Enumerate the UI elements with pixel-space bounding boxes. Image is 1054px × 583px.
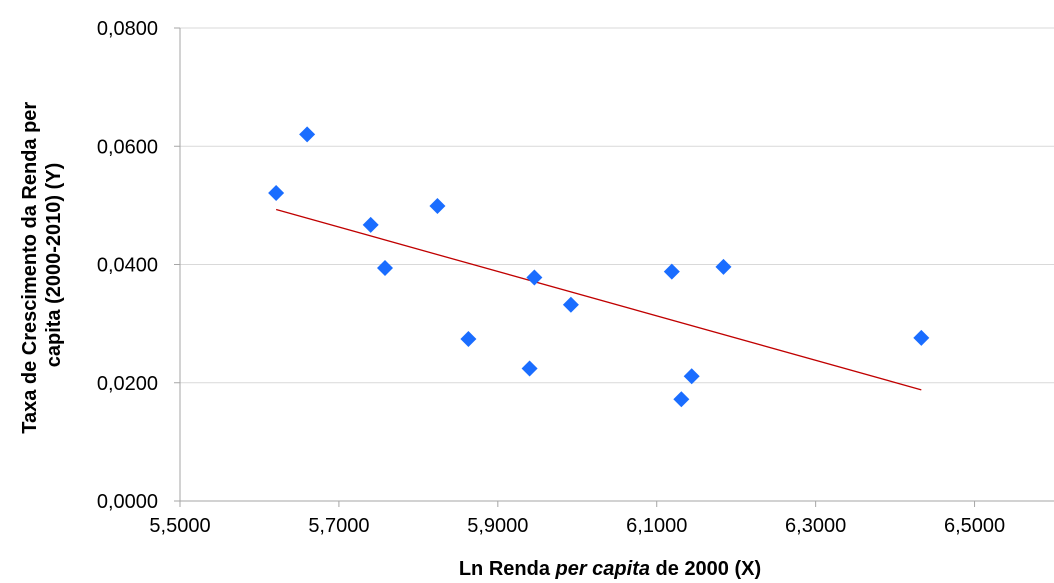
- y-axis-title: Taxa de Crescimento da Renda per capita …: [19, 96, 65, 434]
- x-axis-title-part-0: Ln Renda: [459, 558, 556, 580]
- data-point-11: [683, 368, 700, 385]
- data-point-2: [362, 216, 379, 233]
- data-points: [268, 126, 930, 408]
- data-point-6: [521, 360, 538, 377]
- x-axis-title: Ln Renda per capita de 2000 (X): [459, 558, 761, 580]
- data-point-3: [376, 260, 393, 277]
- data-point-1: [299, 126, 316, 143]
- axes: [174, 27, 1054, 507]
- y-tick-label-4: 0,0800: [97, 18, 158, 40]
- y-tick-label-1: 0,0200: [97, 373, 158, 395]
- x-tick-label-5: 6,5000: [944, 515, 1005, 537]
- trendline: [275, 208, 922, 391]
- y-tick-label-2: 0,0400: [97, 255, 158, 277]
- trendline-group: [275, 208, 922, 391]
- x-tick-label-2: 5,9000: [467, 515, 528, 537]
- y-tick-labels: 0,0000 0,0200 0,0400 0,0600 0,0800: [97, 18, 158, 513]
- data-point-5: [460, 330, 477, 347]
- y-tick-label-0: 0,0000: [97, 491, 158, 513]
- y-axis-title-line1: Taxa de Crescimento da Renda per: [19, 102, 41, 434]
- y-axis-title-line2: capita (2000-2010) (Y): [43, 163, 65, 368]
- x-tick-label-0: 5,5000: [149, 515, 210, 537]
- data-point-9: [663, 263, 680, 280]
- data-point-10: [673, 391, 690, 408]
- x-tick-labels: 5,5000 5,7000 5,9000 6,1000 6,3000 6,5000: [149, 515, 1005, 537]
- data-point-13: [913, 329, 930, 346]
- data-point-4: [429, 197, 446, 214]
- x-axis-title-part-1: per capita: [555, 558, 650, 580]
- data-point-7: [526, 269, 543, 286]
- gridlines: [180, 27, 1054, 384]
- x-tick-label-4: 6,3000: [785, 515, 846, 537]
- x-tick-label-1: 5,7000: [308, 515, 369, 537]
- x-axis-title-part-2: de 2000 (X): [650, 558, 761, 580]
- data-point-8: [562, 296, 579, 313]
- data-point-12: [715, 258, 732, 275]
- x-tick-label-3: 6,1000: [626, 515, 687, 537]
- data-point-0: [268, 184, 285, 201]
- y-tick-label-3: 0,0600: [97, 136, 158, 158]
